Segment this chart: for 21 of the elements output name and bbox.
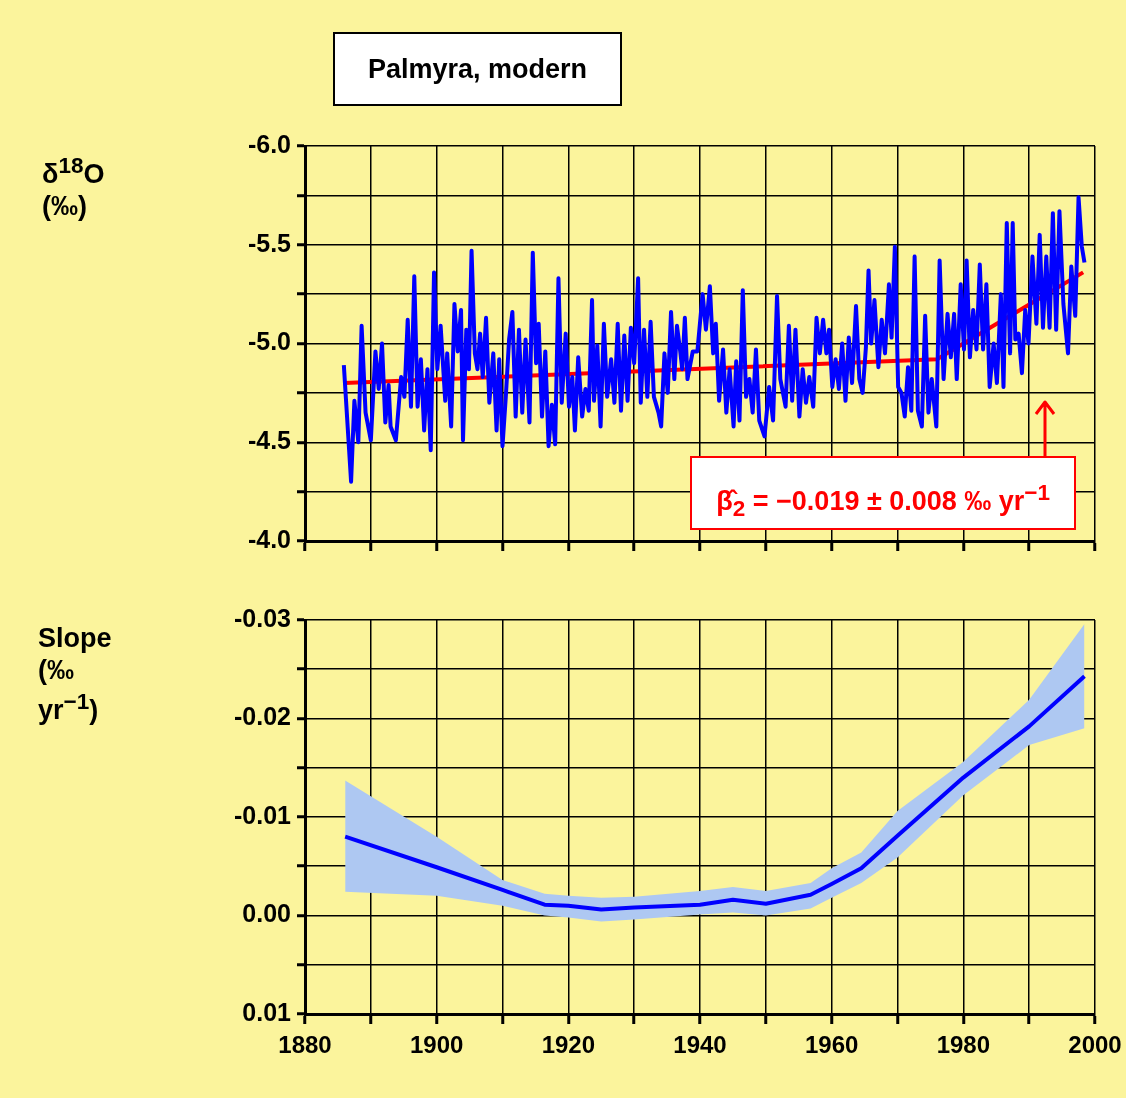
- x-tick-label: 1960: [804, 1031, 859, 1059]
- x-tick-label: 1980: [936, 1031, 991, 1059]
- annotation: β̂$_{2}$ = −0.019 ± 0.008 ‰ yr$^{−1}$: [690, 456, 1076, 530]
- y-tick-label: 0.00: [242, 899, 291, 928]
- y-tick-label: 0.01: [242, 997, 292, 1026]
- chart-title: Palmyra, modern: [333, 32, 622, 106]
- y-tick-label: -5.0: [247, 327, 291, 356]
- x-tick-label: 1880: [278, 1031, 332, 1059]
- x-tick-label: 2000: [1068, 1031, 1122, 1059]
- x-tick-label: 1940: [673, 1031, 727, 1059]
- y-tick-label: -4.0: [247, 524, 291, 553]
- y-axis-title: Slope (‰ yr$^{−1}$): [38, 622, 113, 726]
- y-tick-label: -5.5: [247, 228, 292, 257]
- x-tick-label: 1920: [541, 1031, 596, 1059]
- y-tick-label: -6.0: [247, 129, 291, 158]
- x-tick-label: 1900: [409, 1031, 464, 1059]
- y-axis-title: δ$^{18}$O (‰): [42, 152, 106, 222]
- y-tick-label: -0.02: [234, 702, 291, 731]
- y-tick-label: -4.5: [247, 426, 292, 455]
- y-tick-label: -0.01: [234, 800, 292, 829]
- y-tick-label: -0.03: [234, 603, 291, 632]
